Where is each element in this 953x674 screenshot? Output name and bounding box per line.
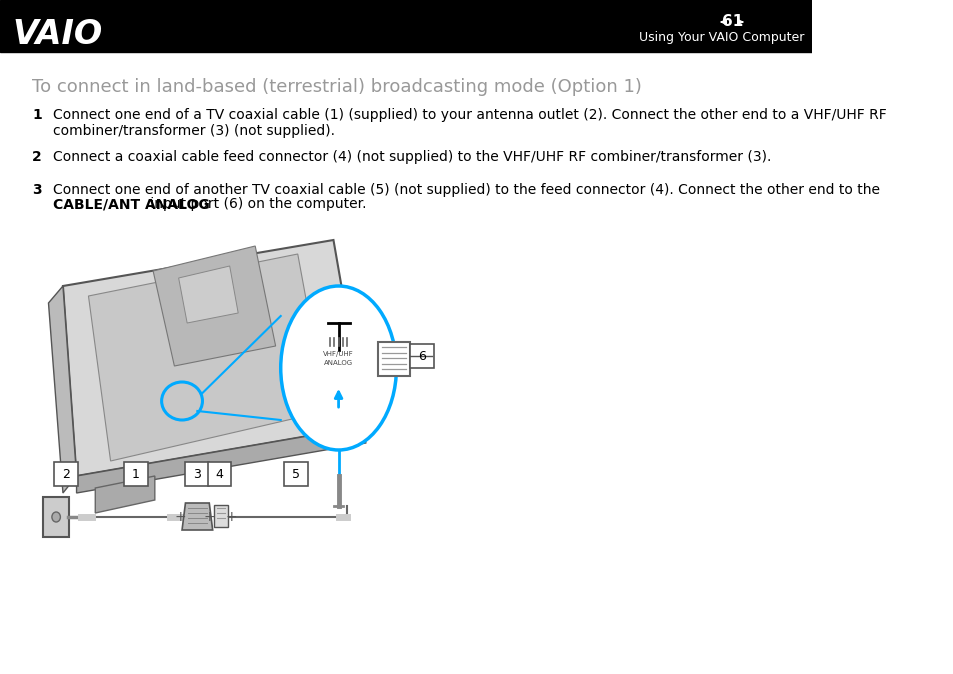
Bar: [0, 0, 811, 52]
Text: 3: 3: [193, 468, 201, 481]
Text: Using Your VAIO Computer: Using Your VAIO Computer: [638, 32, 803, 44]
Text: +: +: [203, 510, 214, 524]
Text: 4: 4: [215, 468, 223, 481]
Ellipse shape: [51, 512, 60, 522]
FancyBboxPatch shape: [284, 462, 308, 486]
Text: 1: 1: [32, 108, 42, 122]
Text: 3: 3: [32, 183, 42, 197]
Polygon shape: [153, 246, 275, 366]
Text: 2: 2: [32, 150, 42, 164]
Polygon shape: [95, 476, 154, 513]
FancyBboxPatch shape: [43, 497, 69, 537]
FancyBboxPatch shape: [208, 462, 232, 486]
Text: Connect one end of a TV coaxial cable (1) (supplied) to your antenna outlet (2).: Connect one end of a TV coaxial cable (1…: [52, 108, 885, 138]
FancyArrowPatch shape: [335, 392, 341, 407]
Text: 6: 6: [417, 350, 425, 363]
Polygon shape: [49, 286, 76, 493]
Polygon shape: [178, 266, 238, 323]
Polygon shape: [182, 503, 213, 530]
Bar: [214, 505, 228, 527]
Text: VAIO: VAIO: [12, 18, 103, 51]
Text: input port (6) on the computer.: input port (6) on the computer.: [146, 197, 367, 211]
Text: +: +: [174, 510, 186, 524]
Text: ANALOG: ANALOG: [324, 360, 353, 366]
Text: CABLE/ANT ANALOG: CABLE/ANT ANALOG: [52, 197, 210, 211]
Text: Connect a coaxial cable feed connector (4) (not supplied) to the VHF/UHF RF comb: Connect a coaxial cable feed connector (…: [52, 150, 770, 164]
Polygon shape: [63, 240, 365, 476]
FancyBboxPatch shape: [185, 462, 209, 486]
Text: +: +: [225, 510, 237, 524]
Text: 2: 2: [62, 468, 71, 481]
FancyBboxPatch shape: [410, 344, 434, 368]
Polygon shape: [89, 254, 326, 461]
Ellipse shape: [280, 286, 396, 450]
Bar: [377, 342, 410, 376]
Text: 5: 5: [292, 468, 300, 481]
Text: Connect one end of another TV coaxial cable (5) (not supplied) to the feed conne: Connect one end of another TV coaxial ca…: [52, 183, 879, 197]
FancyBboxPatch shape: [124, 462, 148, 486]
Text: 1: 1: [132, 468, 140, 481]
Text: 61: 61: [721, 15, 742, 30]
FancyBboxPatch shape: [54, 462, 78, 486]
Polygon shape: [76, 426, 365, 493]
Text: To connect in land-based (terrestrial) broadcasting mode (Option 1): To connect in land-based (terrestrial) b…: [32, 78, 641, 96]
Text: VHF/UHF: VHF/UHF: [323, 351, 354, 357]
